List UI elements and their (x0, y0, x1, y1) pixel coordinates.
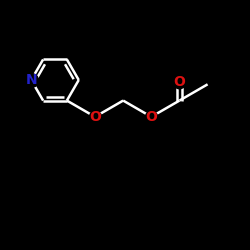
Text: O: O (89, 110, 101, 124)
Text: O: O (145, 110, 157, 124)
Text: O: O (174, 75, 186, 89)
Text: N: N (26, 73, 37, 87)
